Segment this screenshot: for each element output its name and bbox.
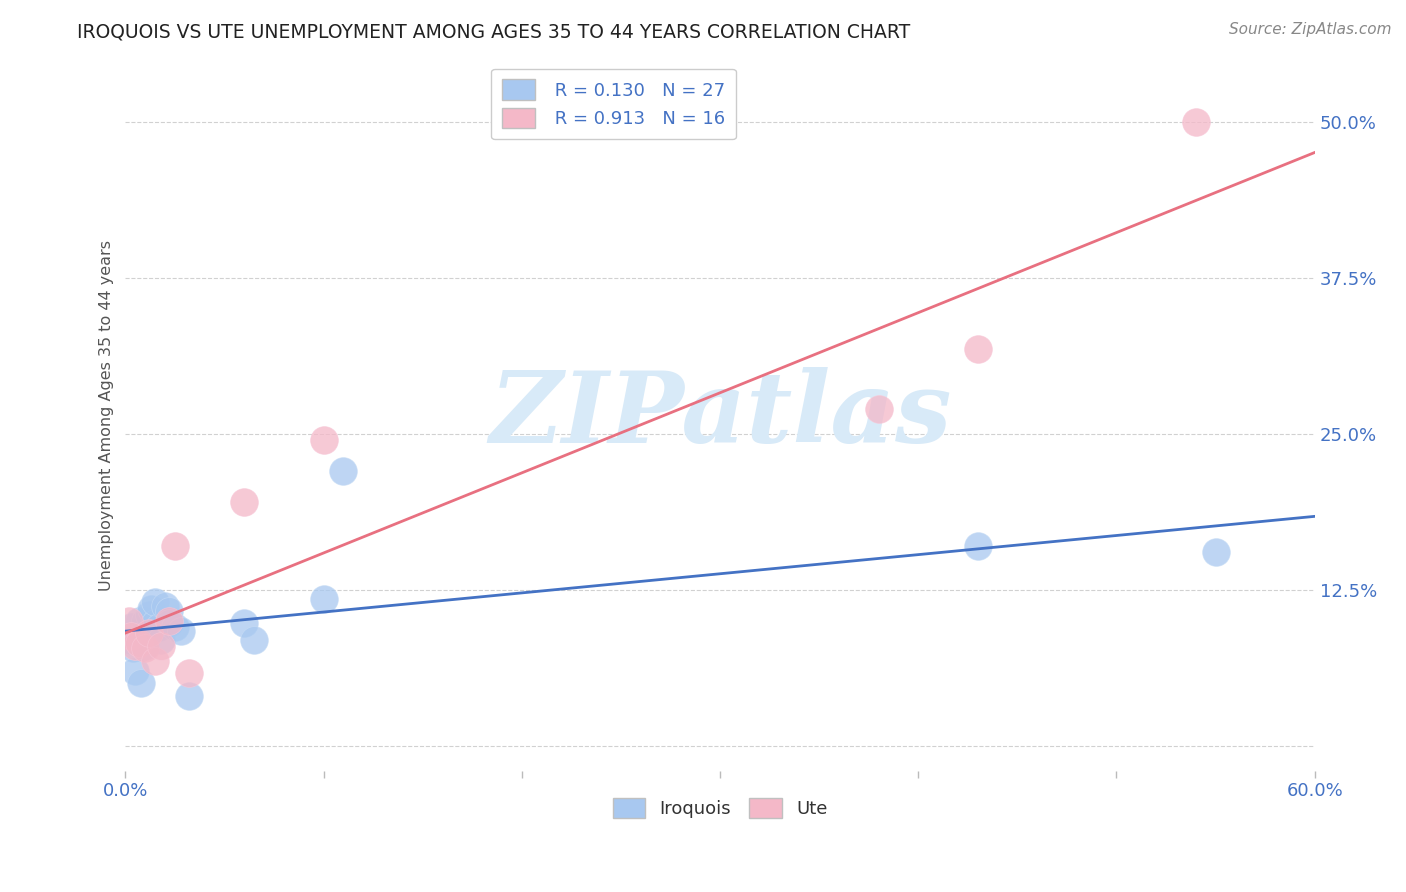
Point	[127, 626, 149, 640]
Point	[128, 614, 150, 628]
Y-axis label: Unemployment Among Ages 35 to 44 years: Unemployment Among Ages 35 to 44 years	[100, 240, 114, 591]
Text: IROQUOIS VS UTE UNEMPLOYMENT AMONG AGES 35 TO 44 YEARS CORRELATION CHART: IROQUOIS VS UTE UNEMPLOYMENT AMONG AGES …	[77, 22, 911, 41]
Point	[1205, 545, 1227, 559]
Text: Source: ZipAtlas.com: Source: ZipAtlas.com	[1229, 22, 1392, 37]
Point	[1184, 115, 1206, 129]
Text: ZIPatlas: ZIPatlas	[489, 367, 952, 464]
Point	[312, 433, 335, 447]
Point	[966, 342, 988, 356]
Point	[134, 639, 156, 653]
Point	[141, 601, 163, 615]
Point	[138, 626, 160, 640]
Point	[868, 401, 890, 416]
Point	[143, 654, 166, 668]
Point	[124, 639, 146, 653]
Legend: Iroquois, Ute: Iroquois, Ute	[606, 790, 835, 826]
Point	[128, 636, 150, 650]
Point	[148, 620, 170, 634]
Point	[118, 614, 141, 628]
Point	[150, 632, 173, 647]
Point	[131, 676, 153, 690]
Point	[134, 614, 156, 628]
Point	[177, 689, 200, 703]
Point	[243, 632, 266, 647]
Point	[163, 620, 186, 634]
Point	[143, 616, 166, 631]
Point	[233, 616, 256, 631]
Point	[120, 620, 142, 634]
Point	[312, 591, 335, 606]
Point	[153, 599, 176, 613]
Point	[120, 629, 142, 643]
Point	[134, 641, 156, 656]
Point	[966, 539, 988, 553]
Point	[143, 595, 166, 609]
Point	[122, 641, 145, 656]
Point	[124, 664, 146, 678]
Point	[157, 616, 180, 631]
Point	[332, 464, 354, 478]
Point	[157, 614, 180, 628]
Point	[157, 604, 180, 618]
Point	[120, 632, 142, 647]
Point	[170, 624, 193, 638]
Point	[150, 639, 173, 653]
Point	[233, 495, 256, 509]
Point	[177, 666, 200, 681]
Point	[163, 539, 186, 553]
Point	[138, 607, 160, 622]
